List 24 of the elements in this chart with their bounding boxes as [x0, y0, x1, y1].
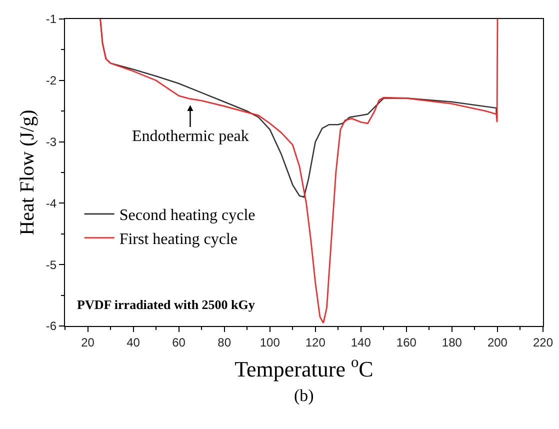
x-tick-label: 20 [81, 335, 95, 350]
x-tick-label: 180 [442, 335, 462, 350]
x-tick-label: 80 [218, 335, 232, 350]
y-tick-label: -1 [46, 12, 57, 26]
legend-label: Second heating cycle [119, 207, 256, 224]
text: (b) [294, 386, 314, 405]
x-tick-label: 200 [487, 335, 508, 350]
x-tick-label: 120 [305, 335, 326, 350]
y-tick-label: -5 [46, 258, 57, 272]
y-tick-label: -3 [46, 135, 57, 149]
annotation: Endothermic peak [132, 128, 249, 145]
x-tick-label: 40 [126, 335, 140, 350]
y-tick-label: -4 [46, 196, 57, 210]
y-tick-label: -6 [46, 319, 57, 334]
x-tick-label: 160 [396, 335, 417, 350]
legend-label: First heating cycle [119, 231, 238, 248]
x-tick-label: 220 [532, 335, 554, 350]
annotation: PVDF irradiated with 2500 kGy [77, 297, 256, 312]
y-axis-title: Heat Flow (J/g) [16, 110, 38, 236]
x-tick-label: 100 [260, 335, 280, 350]
x-tick-label: 140 [350, 335, 372, 350]
x-tick-label: 60 [172, 335, 186, 350]
x-axis-title: Temperature $^{o}$C [234, 354, 374, 382]
y-tick-label: -2 [46, 74, 57, 88]
